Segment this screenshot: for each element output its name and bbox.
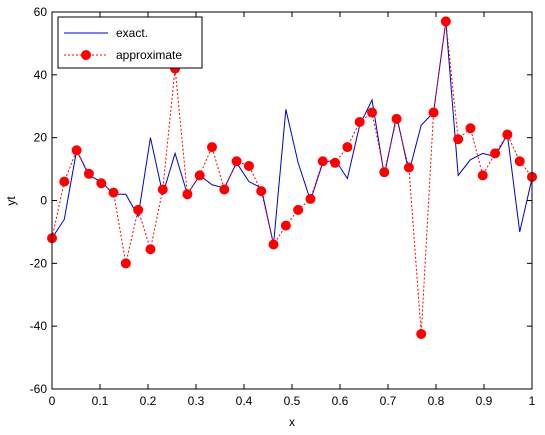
- data-point: [514, 156, 525, 167]
- x-tick-label: 0.6: [332, 394, 349, 408]
- y-tick-label: -40: [30, 319, 48, 333]
- plot-area: [52, 12, 532, 389]
- data-point: [490, 148, 501, 159]
- data-point: [330, 157, 341, 168]
- ticks-layer: 0 0.1 0.2 0.3 0.4 0.5 0.6 0.7 0.8 0.9 1 -60 -40 -20 0 2…: [30, 5, 536, 408]
- legend: exact. approximate: [57, 16, 203, 69]
- x-tick-label: 1: [529, 394, 536, 408]
- data-point: [416, 329, 427, 340]
- data-point: [453, 134, 464, 145]
- y-tick-label: 40: [34, 68, 48, 82]
- x-axis-label: x: [289, 415, 295, 429]
- x-tick-label: 0.7: [380, 394, 397, 408]
- data-point: [403, 162, 414, 173]
- y-tick-label: 60: [34, 5, 48, 19]
- data-point: [367, 107, 378, 118]
- data-point: [83, 168, 94, 179]
- data-point: [305, 193, 316, 204]
- data-point: [317, 156, 328, 167]
- data-point: [391, 113, 402, 124]
- data-point: [145, 244, 156, 255]
- data-point: [268, 239, 279, 250]
- data-point: [502, 129, 513, 140]
- y-tick-label: -60: [30, 382, 48, 396]
- data-point: [157, 184, 168, 195]
- series-layer: [47, 16, 537, 340]
- data-point: [108, 187, 119, 198]
- x-tick-label: 0.1: [92, 394, 109, 408]
- legend-marker-approximate: [81, 50, 91, 60]
- x-tick-label: 0.9: [476, 394, 493, 408]
- x-tick-label: 0.5: [284, 394, 301, 408]
- data-point: [71, 145, 82, 156]
- x-tick-label: 0.4: [236, 394, 253, 408]
- data-point: [206, 142, 217, 153]
- y-axis-label: yt: [4, 196, 18, 206]
- data-point: [59, 176, 70, 187]
- x-tick-label: 0.2: [140, 394, 157, 408]
- y-tick-label: 0: [40, 194, 47, 208]
- data-point: [182, 189, 193, 200]
- legend-box: [57, 16, 203, 69]
- data-point: [379, 167, 390, 178]
- data-point: [96, 178, 107, 189]
- legend-label-exact: exact.: [116, 26, 148, 40]
- x-tick-label: 0.8: [428, 394, 445, 408]
- data-point: [342, 142, 353, 153]
- data-point: [354, 116, 365, 127]
- y-tick-label: 20: [34, 131, 48, 145]
- legend-label-approximate: approximate: [116, 48, 182, 62]
- x-tick-label: 0.3: [188, 394, 205, 408]
- series-line-0: [51, 21, 533, 245]
- data-point: [194, 170, 205, 181]
- data-point: [243, 160, 254, 171]
- data-point: [219, 184, 230, 195]
- data-point: [120, 258, 131, 269]
- y-tick-label: -20: [30, 256, 48, 270]
- x-tick-label: 0: [49, 394, 56, 408]
- data-point: [280, 220, 291, 231]
- data-point: [231, 156, 242, 167]
- data-point: [133, 204, 144, 215]
- data-point: [428, 107, 439, 118]
- data-point: [477, 170, 488, 181]
- data-point: [256, 186, 267, 197]
- series-line-1: [51, 21, 533, 335]
- data-point: [293, 204, 304, 215]
- data-point: [440, 16, 451, 27]
- data-point: [465, 123, 476, 134]
